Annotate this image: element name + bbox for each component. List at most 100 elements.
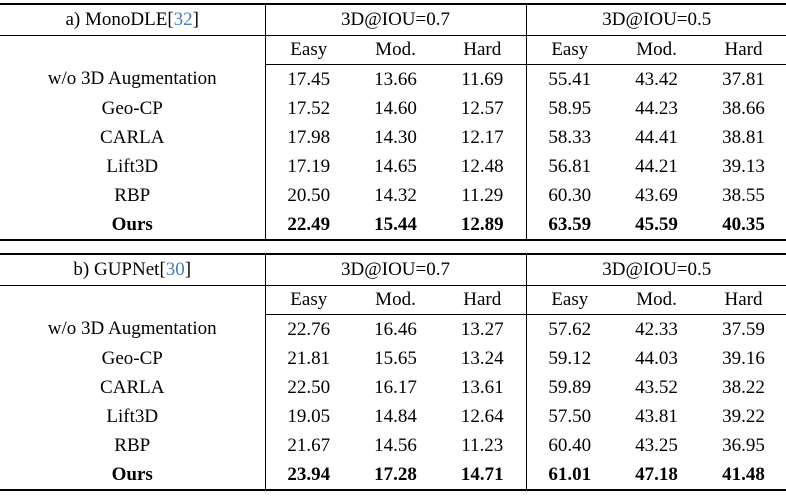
table-b-subheader-easy-07: Easy	[265, 285, 352, 315]
value-cell: 60.30	[548, 184, 592, 206]
citation-bracket-open: [	[167, 9, 174, 30]
value-cell: 11.29	[439, 181, 527, 210]
table-a-subheader-hard-07: Hard	[439, 35, 527, 65]
table-b-group-header-iou05: 3D@IOU=0.5	[526, 254, 786, 286]
value-cell: 14.30	[374, 126, 417, 148]
value-cell: 61.01	[548, 463, 592, 485]
value-cell: 43.69	[635, 184, 678, 206]
value-cell: 12.64	[439, 402, 527, 431]
citation-bracket-close: ]	[192, 9, 199, 30]
value-cell: 22.76	[287, 318, 331, 340]
method-cell: CARLA	[0, 123, 266, 152]
value-cell: 21.67	[287, 434, 331, 456]
value-cell: 17.19	[287, 155, 331, 177]
method-cell: Ours	[0, 460, 266, 490]
value-cell: 60.40	[548, 434, 592, 456]
value-cell: 12.57	[439, 94, 527, 123]
value-cell: 58.33	[548, 126, 592, 148]
value-cell: 43.81	[635, 405, 678, 427]
value-cell: 55.41	[548, 68, 592, 90]
table-a-subheader-mod-07: Mod.	[352, 35, 439, 65]
value-cell: 37.59	[722, 318, 765, 340]
table-b-subheader-easy-05: Easy	[526, 285, 614, 315]
value-cell: 43.52	[635, 376, 678, 398]
value-cell: 43.25	[635, 434, 678, 456]
value-cell: 17.45	[287, 68, 331, 90]
table-row: Geo-CP 21.81 15.65 13.24 59.12 44.03 39.…	[0, 344, 786, 373]
table-a-subheader-mod-05: Mod.	[613, 35, 701, 65]
value-cell: 12.48	[439, 152, 527, 181]
table-a-group-header-iou07: 3D@IOU=0.7	[265, 4, 527, 36]
value-cell: 39.13	[722, 155, 765, 177]
value-cell: 13.27	[439, 314, 527, 344]
method-cell: CARLA	[0, 373, 266, 402]
value-cell: 13.24	[439, 344, 527, 373]
method-cell: Geo-CP	[0, 94, 266, 123]
value-cell: 38.81	[722, 126, 765, 148]
method-cell: Lift3D	[0, 152, 266, 181]
value-cell: 17.52	[287, 97, 331, 119]
table-a-title: a) MonoDLE	[65, 9, 168, 30]
gupnet-results-table: b) GUPNet[30] 3D@IOU=0.7 3D@IOU=0.5 Easy…	[0, 253, 786, 491]
value-cell: 19.05	[287, 405, 331, 427]
table-b-subheader-hard-05: Hard	[700, 285, 786, 315]
citation-link-32[interactable]: 32	[173, 9, 193, 30]
value-cell: 13.66	[374, 68, 417, 90]
method-cell: w/o 3D Augmentation	[0, 314, 266, 344]
value-cell: 41.48	[722, 463, 765, 485]
value-cell: 17.28	[374, 463, 417, 485]
table-b-title: b) GUPNet	[73, 259, 160, 280]
citation-bracket-close: ]	[184, 259, 192, 280]
value-cell: 20.50	[287, 184, 331, 206]
value-cell: 63.59	[548, 213, 592, 235]
value-cell: 23.94	[287, 463, 331, 485]
value-cell: 12.17	[439, 123, 527, 152]
table-row: Lift3D 17.19 14.65 12.48 56.81 44.21 39.…	[0, 152, 786, 181]
value-cell: 38.66	[722, 97, 765, 119]
citation-bracket-open: [	[159, 259, 166, 280]
table-row: Lift3D 19.05 14.84 12.64 57.50 43.81 39.…	[0, 402, 786, 431]
table-a-title-cell: a) MonoDLE[32]	[0, 4, 266, 36]
value-cell: 15.44	[374, 213, 417, 235]
value-cell: 59.89	[548, 376, 592, 398]
value-cell: 16.17	[374, 376, 417, 398]
value-cell: 37.81	[722, 68, 765, 90]
method-cell: Geo-CP	[0, 344, 266, 373]
table-row-ours: Ours 23.94 17.28 14.71 61.01 47.18 41.48	[0, 460, 786, 490]
method-cell: Lift3D	[0, 402, 266, 431]
citation-link-30[interactable]: 30	[165, 259, 185, 280]
value-cell: 38.55	[722, 184, 765, 206]
table-a-empty-corner-cell	[0, 35, 266, 65]
value-cell: 14.65	[374, 155, 417, 177]
value-cell: 57.50	[548, 405, 592, 427]
method-cell: Ours	[0, 210, 266, 240]
value-cell: 43.42	[635, 68, 678, 90]
value-cell: 12.89	[439, 210, 527, 240]
table-row-ours: Ours 22.49 15.44 12.89 63.59 45.59 40.35	[0, 210, 786, 240]
table-a-subheader-hard-05: Hard	[700, 35, 786, 65]
table-b-subheader-mod-05: Mod.	[613, 285, 701, 315]
value-cell: 47.18	[635, 463, 678, 485]
table-a-subheader-easy-07: Easy	[265, 35, 352, 65]
table-row: CARLA 22.50 16.17 13.61 59.89 43.52 38.2…	[0, 373, 786, 402]
table-row: RBP 20.50 14.32 11.29 60.30 43.69 38.55	[0, 181, 786, 210]
value-cell: 39.16	[722, 347, 765, 369]
table-a-subheader-easy-05: Easy	[526, 35, 614, 65]
value-cell: 15.65	[374, 347, 417, 369]
value-cell: 38.22	[722, 376, 765, 398]
value-cell: 39.22	[722, 405, 765, 427]
value-cell: 13.61	[439, 373, 527, 402]
table-a-header-row: a) MonoDLE[32] 3D@IOU=0.7 3D@IOU=0.5	[0, 4, 786, 36]
value-cell: 22.50	[287, 376, 331, 398]
table-row: CARLA 17.98 14.30 12.17 58.33 44.41 38.8…	[0, 123, 786, 152]
value-cell: 40.35	[722, 213, 765, 235]
value-cell: 36.95	[722, 434, 765, 456]
value-cell: 44.41	[635, 126, 678, 148]
value-cell: 14.84	[374, 405, 417, 427]
value-cell: 11.23	[439, 431, 527, 460]
value-cell: 44.23	[635, 97, 678, 119]
table-a-subheader-row: Easy Mod. Hard Easy Mod. Hard	[0, 35, 786, 65]
table-b-title-cell: b) GUPNet[30]	[0, 254, 266, 286]
monodle-results-table: a) MonoDLE[32] 3D@IOU=0.7 3D@IOU=0.5 Eas…	[0, 3, 786, 241]
